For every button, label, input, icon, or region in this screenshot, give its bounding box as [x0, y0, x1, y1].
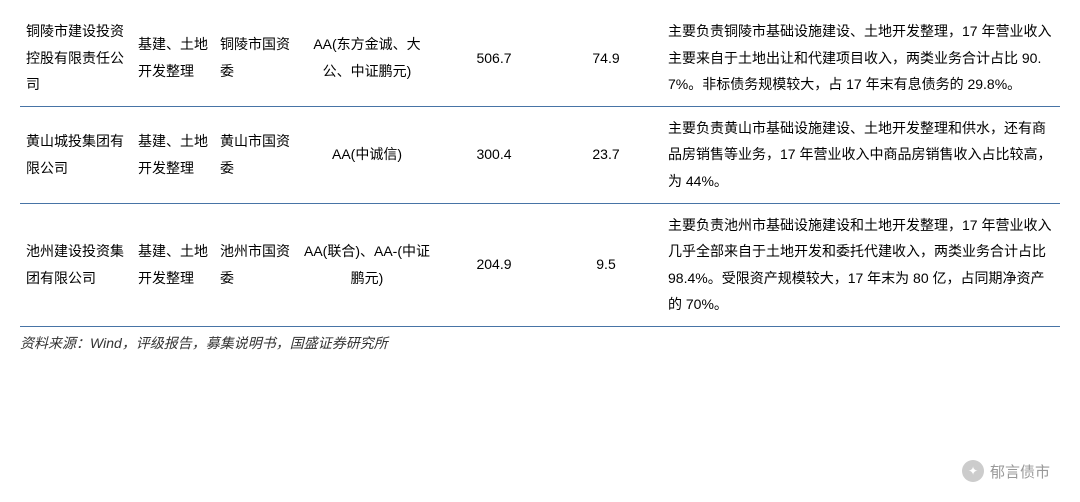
desc-cell: 主要负责池州市基础设施建设和土地开发整理，17 年营业收入几乎全部来自于土地开发… — [662, 203, 1060, 326]
biz-cell: 基建、土地开发整理 — [132, 203, 214, 326]
table-row: 黄山城投集团有限公司基建、土地开发整理黄山市国资委AA(中诚信)300.423.… — [20, 106, 1060, 203]
owner-cell: 铜陵市国资委 — [214, 10, 296, 106]
rating-cell: AA(联合)、AA-(中证鹏元) — [296, 203, 438, 326]
company-cell: 黄山城投集团有限公司 — [20, 106, 132, 203]
biz-cell: 基建、土地开发整理 — [132, 10, 214, 106]
company-cell: 池州建设投资集团有限公司 — [20, 203, 132, 326]
table-row: 铜陵市建设投资控股有限责任公司基建、土地开发整理铜陵市国资委AA(东方金诚、大公… — [20, 10, 1060, 106]
data-table: 铜陵市建设投资控股有限责任公司基建、土地开发整理铜陵市国资委AA(东方金诚、大公… — [20, 10, 1060, 327]
desc-cell: 主要负责黄山市基础设施建设、土地开发整理和供水，还有商品房销售等业务，17 年营… — [662, 106, 1060, 203]
source-line: 资料来源：Wind，评级报告，募集说明书，国盛证券研究所 — [20, 333, 1060, 353]
rating-cell: AA(东方金诚、大公、中证鹏元) — [296, 10, 438, 106]
val2-cell: 74.9 — [550, 10, 662, 106]
val1-cell: 506.7 — [438, 10, 550, 106]
watermark-text: 郁言债市 — [990, 461, 1050, 482]
desc-cell: 主要负责铜陵市基础设施建设、土地开发整理，17 年营业收入主要来自于土地出让和代… — [662, 10, 1060, 106]
wechat-icon: ✦ — [962, 460, 984, 482]
table-row: 池州建设投资集团有限公司基建、土地开发整理池州市国资委AA(联合)、AA-(中证… — [20, 203, 1060, 326]
val2-cell: 23.7 — [550, 106, 662, 203]
val1-cell: 300.4 — [438, 106, 550, 203]
company-cell: 铜陵市建设投资控股有限责任公司 — [20, 10, 132, 106]
owner-cell: 黄山市国资委 — [214, 106, 296, 203]
val1-cell: 204.9 — [438, 203, 550, 326]
val2-cell: 9.5 — [550, 203, 662, 326]
watermark: ✦ 郁言债市 — [962, 460, 1050, 482]
owner-cell: 池州市国资委 — [214, 203, 296, 326]
rating-cell: AA(中诚信) — [296, 106, 438, 203]
biz-cell: 基建、土地开发整理 — [132, 106, 214, 203]
